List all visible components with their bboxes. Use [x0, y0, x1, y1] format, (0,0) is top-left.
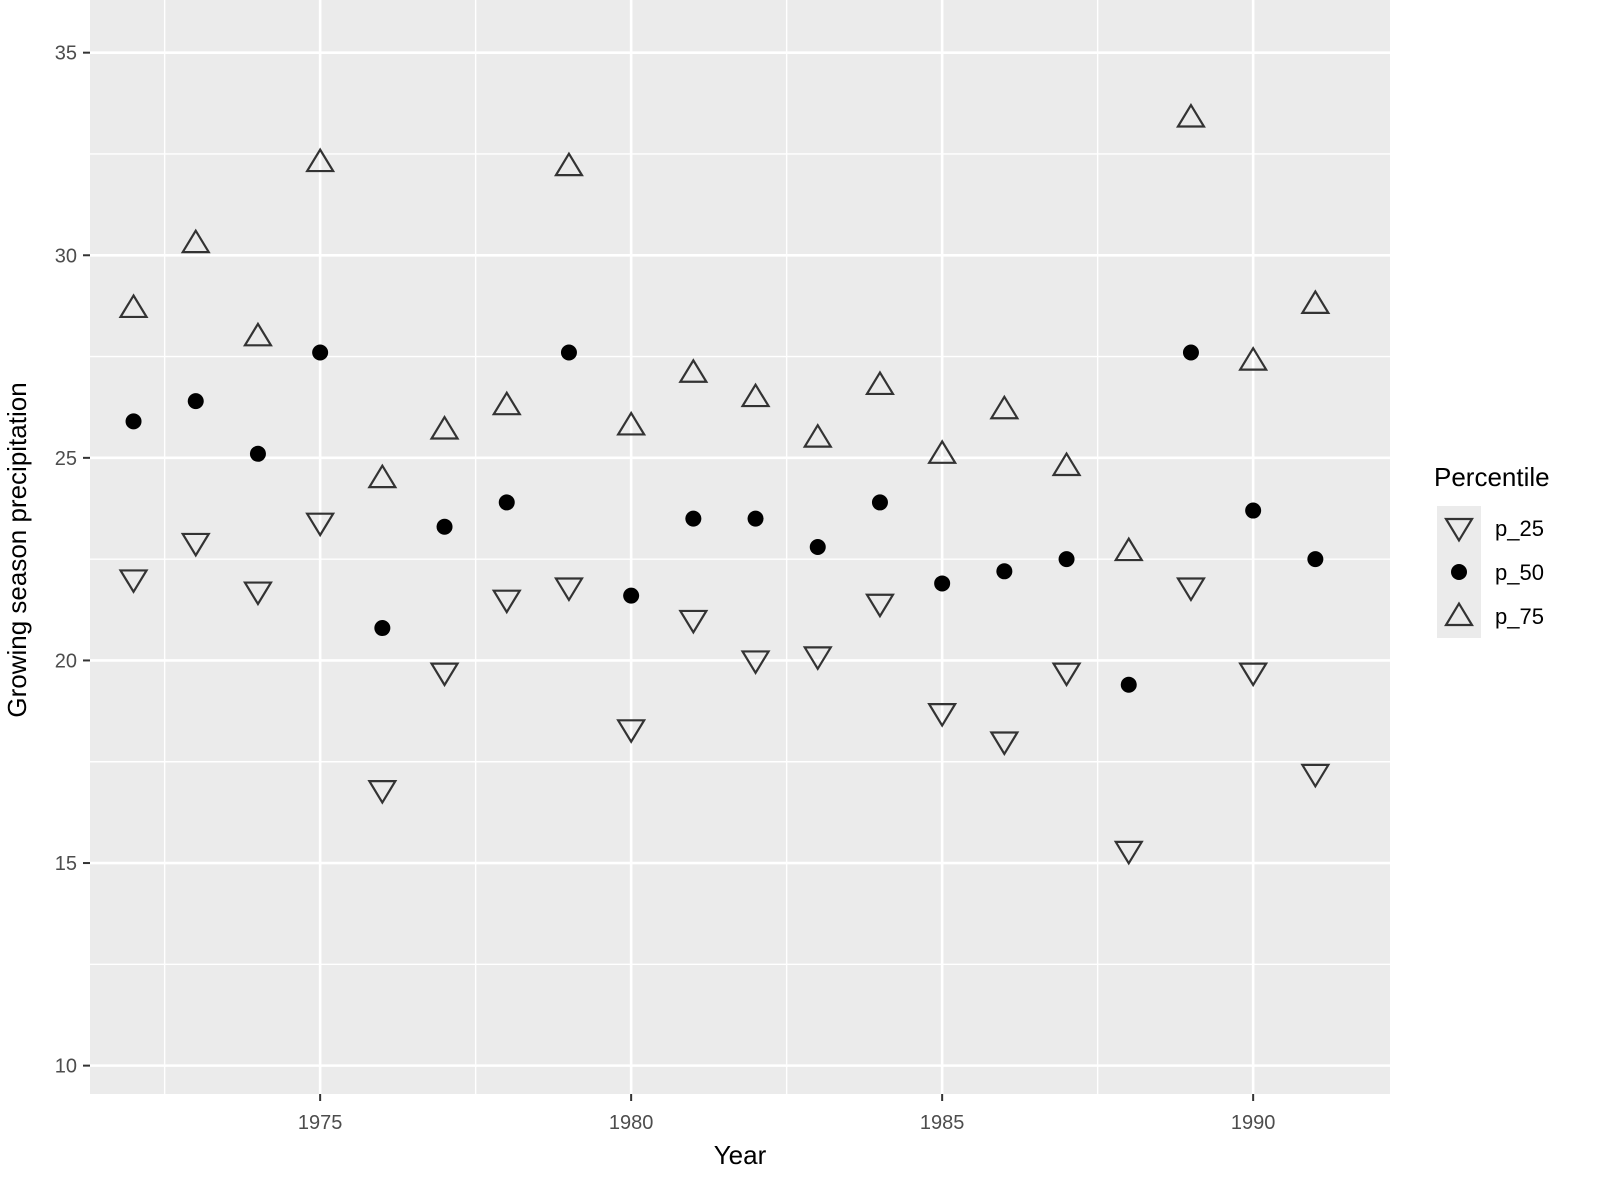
y-tick-label: 35	[55, 43, 77, 65]
point-p_25	[802, 646, 833, 671]
point-p_75	[180, 228, 211, 254]
point-p_50	[1058, 551, 1075, 568]
tick-marks	[83, 51, 1255, 1101]
point-p_50	[374, 620, 391, 637]
point-p_50	[685, 510, 702, 527]
plot-panel	[90, 0, 1390, 1094]
point-p_75	[989, 394, 1020, 420]
y-tick-label: 25	[55, 448, 77, 470]
major-gridlines	[90, 0, 1390, 1094]
point-p_25	[616, 719, 647, 744]
point-p_50	[1307, 551, 1324, 568]
series-p_75	[118, 102, 1331, 562]
y-tick-label: 20	[55, 650, 77, 672]
point-p_75	[429, 414, 460, 440]
point-p_75	[802, 423, 833, 448]
series-p_50	[125, 344, 1324, 693]
point-p_75	[1176, 102, 1206, 128]
point-p_75	[1300, 289, 1331, 314]
x-tick-label: 1985	[920, 1112, 965, 1134]
point-p_25	[429, 662, 460, 688]
point-p_50	[436, 518, 453, 535]
y-tick-label: 10	[55, 1056, 77, 1078]
point-p_50	[809, 539, 826, 555]
point-p_50	[249, 445, 266, 462]
point-p_75	[616, 410, 647, 436]
point-p_25	[553, 577, 584, 603]
legend-keys: p_25 p_50 p_75	[1437, 506, 1544, 638]
legend-key-p_50	[1451, 564, 1467, 580]
minor-gridlines	[90, 0, 1390, 1094]
point-p_25	[927, 703, 958, 728]
legend-label-p_50: p_50	[1495, 560, 1544, 585]
point-p_50	[747, 510, 764, 527]
point-p_25	[367, 780, 398, 805]
point-p_25	[678, 609, 709, 635]
point-p_25	[1051, 662, 1082, 688]
point-p_25	[1300, 763, 1331, 789]
point-p_50	[312, 344, 329, 361]
point-p_75	[864, 370, 895, 396]
series-p_25	[118, 512, 1331, 866]
point-p_75	[118, 293, 149, 319]
point-p_75	[1051, 451, 1082, 477]
legend-label-p_75: p_75	[1495, 604, 1544, 629]
point-p_75	[678, 358, 709, 383]
x-tick-label: 1975	[298, 1112, 343, 1134]
point-p_50	[125, 413, 142, 430]
point-p_25	[1113, 840, 1144, 866]
y-axis-tick-labels: 10 15 20 25 30 35	[55, 43, 77, 1078]
point-p_25	[989, 731, 1020, 757]
x-tick-label: 1990	[1231, 1112, 1276, 1134]
point-p_25	[740, 650, 771, 675]
point-p_25	[180, 532, 211, 558]
y-axis-title: Growing season precipitation	[2, 382, 32, 717]
legend-key-background	[1437, 506, 1481, 550]
point-p_75	[1113, 536, 1144, 562]
point-p_25	[242, 581, 273, 607]
point-p_50	[1182, 344, 1199, 361]
legend-key-p_75	[1444, 601, 1474, 627]
point-p_25	[118, 569, 149, 594]
point-p_50	[934, 575, 951, 592]
point-p_50	[1245, 502, 1262, 519]
point-p_75	[1238, 346, 1269, 371]
legend-key-p_25	[1444, 517, 1474, 543]
point-p_25	[864, 593, 895, 619]
point-p_75	[242, 321, 273, 347]
point-p_75	[553, 151, 584, 177]
x-axis-tick-labels: 1975 1980 1985 1990	[298, 1112, 1276, 1134]
point-p_50	[187, 393, 204, 410]
y-tick-label: 30	[55, 245, 77, 267]
point-p_50	[996, 563, 1013, 580]
point-p_25	[1176, 577, 1206, 603]
point-p_25	[491, 589, 522, 615]
point-p_75	[491, 390, 522, 416]
point-p_50	[560, 344, 577, 361]
point-p_50	[623, 587, 640, 604]
point-p_25	[1238, 662, 1269, 688]
x-axis-title: Year	[714, 1140, 767, 1170]
legend: Percentile p_25 p_50 p_75	[1434, 462, 1550, 638]
point-p_25	[305, 512, 336, 538]
legend-label-p_25: p_25	[1495, 516, 1544, 541]
x-tick-label: 1980	[609, 1112, 654, 1134]
point-p_75	[927, 439, 958, 464]
data-points	[118, 102, 1331, 866]
legend-title: Percentile	[1434, 462, 1550, 492]
point-p_75	[740, 382, 771, 408]
point-p_75	[367, 463, 398, 489]
point-p_75	[305, 147, 336, 173]
y-tick-label: 15	[55, 853, 77, 875]
point-p_50	[498, 494, 515, 511]
point-p_50	[1120, 676, 1137, 693]
point-p_50	[871, 494, 888, 511]
legend-key-background	[1437, 594, 1481, 638]
